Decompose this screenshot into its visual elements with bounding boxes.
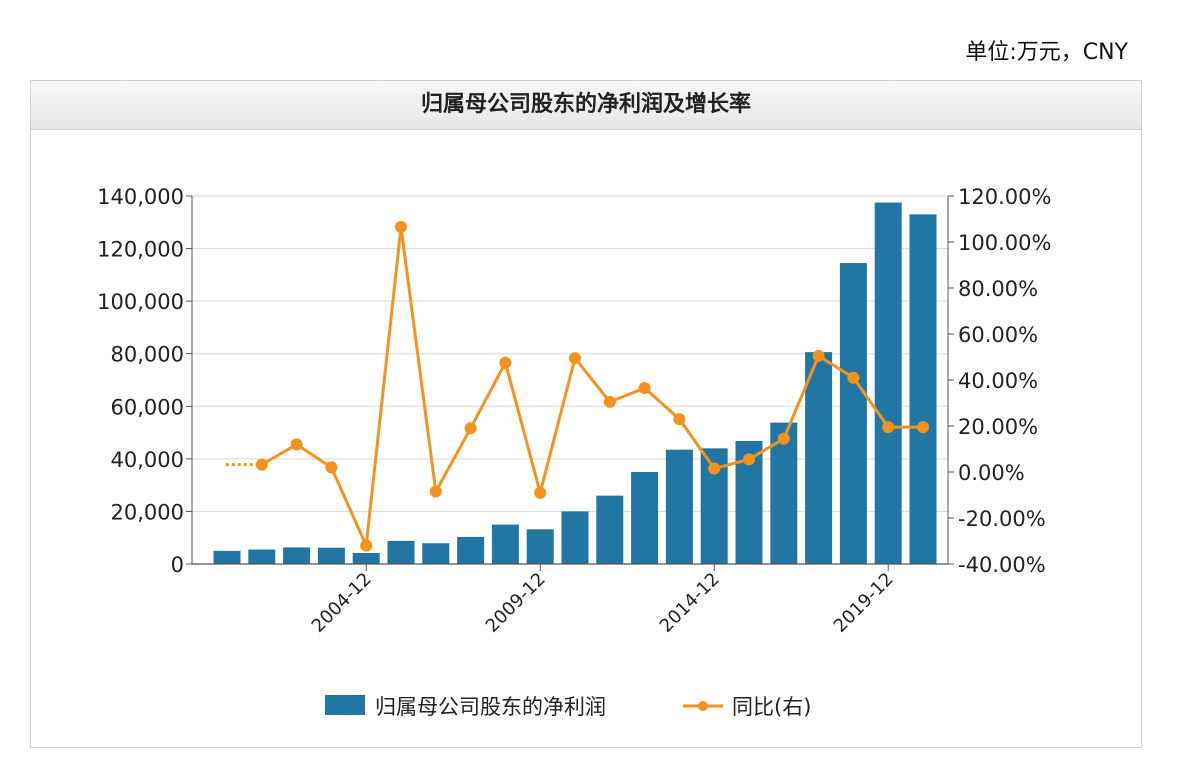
x-tick-label: 2009-12	[482, 569, 550, 637]
line-point	[534, 486, 547, 499]
y-left-tick-label: 80,000	[111, 343, 184, 367]
bar	[317, 547, 345, 564]
line-point	[777, 432, 790, 445]
y-right-tick-label: 40.00%	[958, 369, 1038, 393]
line-point	[882, 421, 895, 434]
y-right-tick-label: 0.00%	[958, 461, 1025, 485]
line-point	[847, 371, 860, 384]
y-left-tick-label: 140,000	[97, 185, 184, 209]
bar	[457, 536, 485, 564]
y-left-tick-label: 120,000	[97, 238, 184, 262]
line-point	[708, 462, 721, 475]
bar	[491, 524, 519, 564]
bar	[352, 552, 380, 564]
line-point	[290, 438, 303, 451]
line-point	[325, 461, 338, 474]
bar	[665, 449, 693, 564]
line-point	[673, 413, 686, 426]
y-right-tick-label: 60.00%	[958, 323, 1038, 347]
legend-label-line: 同比(右)	[732, 695, 811, 719]
legend-swatch-dot	[698, 701, 708, 711]
legend-swatch-bar	[325, 695, 365, 715]
x-tick-label: 2004-12	[308, 569, 376, 637]
bar	[248, 549, 276, 564]
bar	[839, 263, 867, 564]
line-point	[569, 352, 581, 365]
chart-title: 归属母公司股东的净利润及增长率	[31, 81, 1141, 130]
bar	[909, 214, 937, 564]
bar	[631, 472, 659, 564]
legend-label-bar: 归属母公司股东的净利润	[375, 695, 606, 719]
line-point	[638, 382, 651, 395]
bar	[526, 529, 554, 564]
y-left-tick-label: 100,000	[97, 290, 184, 314]
bar	[874, 202, 902, 565]
line-point	[603, 395, 616, 408]
y-right-tick-label: -40.00%	[958, 553, 1046, 577]
bar	[770, 422, 798, 564]
y-right-tick-label: 120.00%	[958, 185, 1051, 209]
bar	[213, 550, 241, 564]
y-right-tick-label: -20.00%	[958, 507, 1046, 531]
y-left-tick-label: 0	[171, 553, 184, 577]
chart-panel: 归属母公司股东的净利润及增长率	[30, 80, 1142, 748]
line-point	[499, 356, 512, 369]
line-point	[812, 349, 825, 362]
y-left-tick-label: 20,000	[111, 500, 184, 524]
bar	[596, 495, 624, 564]
bar	[561, 511, 589, 564]
line-point	[360, 539, 373, 552]
line-point	[255, 458, 268, 471]
x-tick-label: 2019-12	[830, 569, 898, 637]
bar	[422, 543, 450, 564]
y-right-tick-label: 80.00%	[958, 277, 1038, 301]
bar	[387, 540, 415, 564]
y-right-tick-label: 100.00%	[958, 231, 1051, 255]
line-point	[429, 485, 442, 498]
line-point	[743, 453, 755, 466]
x-tick-label: 2014-12	[656, 569, 724, 637]
line-point	[917, 421, 929, 434]
y-left-tick-label: 40,000	[111, 448, 184, 472]
y-left-tick-label: 60,000	[111, 395, 184, 419]
y-right-tick-label: 20.00%	[958, 415, 1038, 439]
line-point	[395, 221, 407, 234]
bar	[805, 352, 833, 564]
line-point	[464, 422, 477, 435]
unit-label: 单位:万元，CNY	[965, 40, 1128, 65]
line-series	[261, 225, 923, 548]
bar	[283, 547, 311, 564]
